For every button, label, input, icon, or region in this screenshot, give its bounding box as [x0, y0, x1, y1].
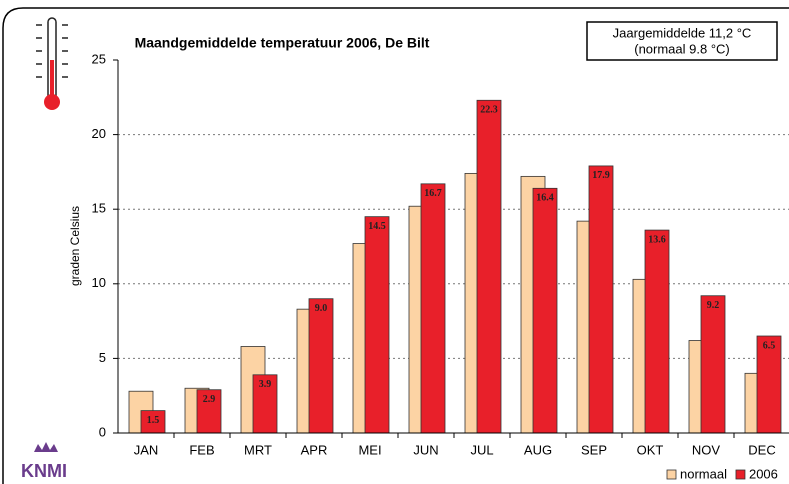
- legend-label: normaal: [680, 466, 727, 481]
- bar: [756, 335, 782, 434]
- bar: [588, 165, 614, 434]
- annotation-box: [586, 21, 778, 61]
- x-tick-label: JUL: [470, 442, 493, 457]
- bar: [644, 229, 670, 434]
- x-tick-label: APR: [301, 442, 328, 457]
- legend-swatch: [735, 469, 746, 480]
- bar: [364, 216, 390, 434]
- value-label: 16.4: [536, 193, 554, 204]
- value-label: 9.0: [315, 303, 328, 314]
- annotation: Jaargemiddelde 11,2 °C: [613, 25, 752, 40]
- value-label: 17.9: [592, 170, 610, 181]
- y-tick-label: 25: [92, 51, 106, 66]
- y-tick-label: 10: [92, 275, 106, 290]
- thermometer-icon: [36, 17, 68, 110]
- value-label: 1.5: [147, 415, 160, 426]
- knmi-logo: KNMI: [21, 442, 67, 481]
- y-tick-label: 20: [92, 126, 106, 141]
- bar: [420, 183, 446, 434]
- value-label: 14.5: [368, 221, 386, 232]
- y-axis-label: graden Celsius: [68, 206, 82, 286]
- bar: [700, 295, 726, 434]
- value-label: 2.9: [203, 394, 216, 405]
- logo-text: KNMI: [21, 461, 67, 481]
- legend-label: 2006: [749, 466, 778, 481]
- x-tick-label: JAN: [134, 442, 159, 457]
- value-label: 13.6: [648, 234, 666, 245]
- annotation: (normaal 9.8 °C): [634, 41, 730, 56]
- y-tick-label: 5: [99, 350, 106, 365]
- value-label: 9.2: [707, 300, 720, 311]
- x-tick-label: NOV: [692, 442, 721, 457]
- bar: [532, 187, 558, 434]
- y-tick-label: 15: [92, 201, 106, 216]
- value-label: 3.9: [259, 379, 272, 390]
- bar: [476, 99, 502, 434]
- x-tick-label: FEB: [189, 442, 214, 457]
- x-tick-label: MRT: [244, 442, 272, 457]
- chart-title: Maandgemiddelde temperatuur 2006, De Bil…: [135, 35, 430, 51]
- bar: [308, 298, 334, 434]
- frame: [2, 7, 789, 484]
- x-tick-label: MEI: [358, 442, 381, 457]
- bar: [196, 389, 222, 434]
- value-label: 16.7: [424, 188, 442, 199]
- legend-swatch: [666, 469, 677, 480]
- value-label: 22.3: [480, 105, 498, 116]
- x-tick-label: AUG: [524, 442, 552, 457]
- x-tick-label: DEC: [748, 442, 775, 457]
- x-tick-label: JUN: [413, 442, 438, 457]
- x-tick-label: OKT: [637, 442, 664, 457]
- y-tick-label: 0: [99, 424, 106, 439]
- value-label: 6.5: [763, 340, 776, 351]
- x-tick-label: SEP: [581, 442, 607, 457]
